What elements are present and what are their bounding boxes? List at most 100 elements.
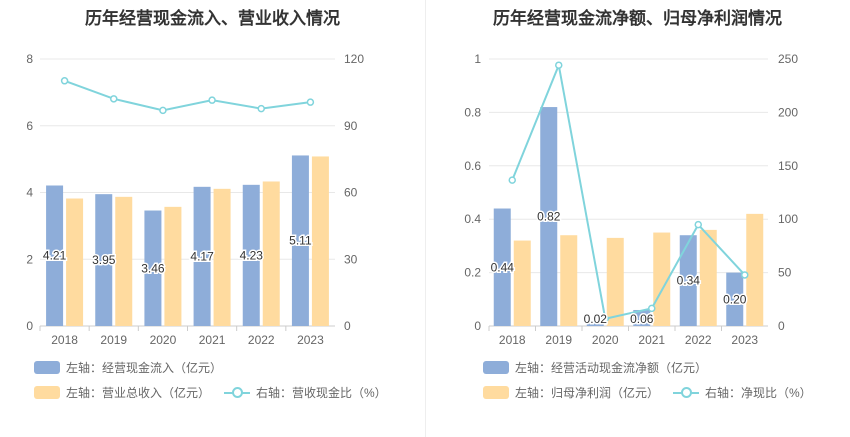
y-right-tick-label: 250 [778,52,798,66]
bar-primary [46,185,64,326]
chart-panel-net-cash-flow: 历年经营现金流净额、归母净利润情况 0 0.2 0.4 0.6 0.8 1 0 50 100 15… [425,0,850,437]
legend-row-2: 左轴：归母净利润（亿元） 右轴：净现比（%） [483,384,826,401]
y-right-tick-label: 50 [778,266,792,280]
data-label: 0.34 [677,274,701,288]
data-label: 0.02 [584,312,608,326]
x-tick-label: 2022 [248,333,275,347]
legend-item-net-cash-flow[interactable]: 左轴：经营活动现金流净额（亿元） [483,359,707,376]
legend-label: 左轴：经营活动现金流净额（亿元） [515,361,708,375]
bar-primary [193,186,211,326]
legend-label: 左轴：归母净利润（亿元） [515,386,660,400]
y-right-tick-label: 90 [344,119,358,133]
data-label: 3.95 [92,253,116,267]
chart-plot-area: 0 0.2 0.4 0.6 0.8 1 0 50 100 150 200 250 2018 2019 202… [464,52,798,347]
y-left-tick-label: 6 [26,119,33,133]
data-label: 4.23 [240,248,264,262]
legend-item-net-cash-ratio[interactable]: 右轴：净现比（%） [673,384,812,401]
chart-title: 历年经营现金流净额、归母净利润情况 [493,9,782,28]
line-point [741,271,749,279]
x-tick-label: 2019 [100,333,127,347]
line-point [555,61,563,69]
line-point [306,98,315,106]
bar-secondary [311,156,329,326]
bar-secondary [262,181,280,326]
y-right-tick-label: 150 [778,159,798,173]
x-tick-label: 2021 [638,333,665,347]
y-right-tick-label: 120 [344,52,364,66]
bar-primary [679,235,697,326]
bar-secondary [213,188,231,326]
legend-swatch-icon [483,386,509,399]
y-left-tick-label: 0 [474,319,481,333]
legend-item-revenue[interactable]: 左轴：营业总收入（亿元） [34,384,210,401]
y-left-tick-label: 0.2 [464,266,481,280]
data-label: 0.44 [491,260,515,274]
legend-item-revenue-cash-ratio[interactable]: 右轴：营收现金比（%） [224,384,387,401]
bar-primary [95,194,113,326]
y-left-tick-label: 0 [26,319,33,333]
line-point [159,106,167,115]
x-tick-label: 2023 [731,333,758,347]
x-tick-label: 2022 [685,333,712,347]
y-right-tick-label: 30 [344,252,358,266]
bar-secondary [66,198,84,326]
y-left-tick-label: 1 [474,52,481,66]
line-point [508,176,516,184]
legend-row-1: 左轴：经营现金流入（亿元） [34,359,236,376]
bar-secondary [699,229,717,326]
chart-panel-cash-inflow: 历年经营现金流入、营业收入情况 0 2 4 6 8 0 30 60 90 120 2018 2019 2… [26,9,401,401]
bar-secondary [560,235,578,326]
legend-item-cash-inflow[interactable]: 左轴：经营现金流入（亿元） [34,359,222,376]
data-label: 4.17 [190,249,214,263]
chart-title: 历年经营现金流入、营业收入情况 [85,9,340,28]
data-label: 0.06 [630,312,654,326]
bar-secondary [164,206,182,326]
bar-secondary [653,232,671,326]
y-right-tick-label: 200 [778,105,798,119]
bar-primary [291,155,309,326]
bar-primary [242,184,260,326]
bar-primary [633,309,651,326]
legend-label: 左轴：营业总收入（亿元） [66,386,211,400]
legend-row-2: 左轴：营业总收入（亿元） 右轴：营收现金比（%） [34,384,401,401]
y-left-tick-label: 0.4 [464,212,481,226]
y-left-tick-label: 8 [26,52,33,66]
y-left-tick-label: 4 [26,186,33,200]
legend-label: 左轴：经营现金流入（亿元） [66,361,223,375]
panel-divider [425,0,426,437]
line-point [110,95,118,103]
line-point [208,96,216,104]
x-tick-label: 2021 [199,333,226,347]
bar-primary [586,320,604,326]
y-right-tick-label: 0 [778,319,785,333]
chart-plot-area: 0 2 4 6 8 0 30 60 90 120 2018 2019 2020 2021 2022 2023 4… [26,52,364,347]
legend-swatch-icon [34,361,60,374]
x-tick-label: 2019 [545,333,572,347]
data-label: 0.82 [537,210,561,224]
legend-line-marker-icon [673,386,700,399]
legend-item-net-profit[interactable]: 左轴：归母净利润（亿元） [483,384,659,401]
series-line [511,61,746,320]
x-tick-label: 2023 [297,333,324,347]
y-left-tick-label: 0.8 [464,105,481,119]
line-point [694,220,702,229]
y-left-tick-label: 0.6 [464,159,481,173]
bar-secondary [746,213,764,326]
legend-swatch-icon [34,386,60,399]
data-label: 3.46 [141,261,165,275]
series-line [64,79,311,112]
data-label: 5.11 [289,234,312,248]
y-right-tick-label: 60 [344,186,358,200]
legend-swatch-icon [483,361,509,374]
line-point [257,104,265,113]
legend-label: 右轴：净现比（%） [705,386,812,400]
data-label: 0.20 [723,292,747,306]
bar-secondary [606,237,624,326]
legend-label: 右轴：营收现金比（%） [256,386,387,400]
bar-primary [726,272,744,326]
x-tick-label: 2018 [499,333,526,347]
bar-secondary [115,196,133,326]
line-point [648,304,656,313]
data-label: 4.21 [43,249,67,263]
line-point [60,77,69,85]
